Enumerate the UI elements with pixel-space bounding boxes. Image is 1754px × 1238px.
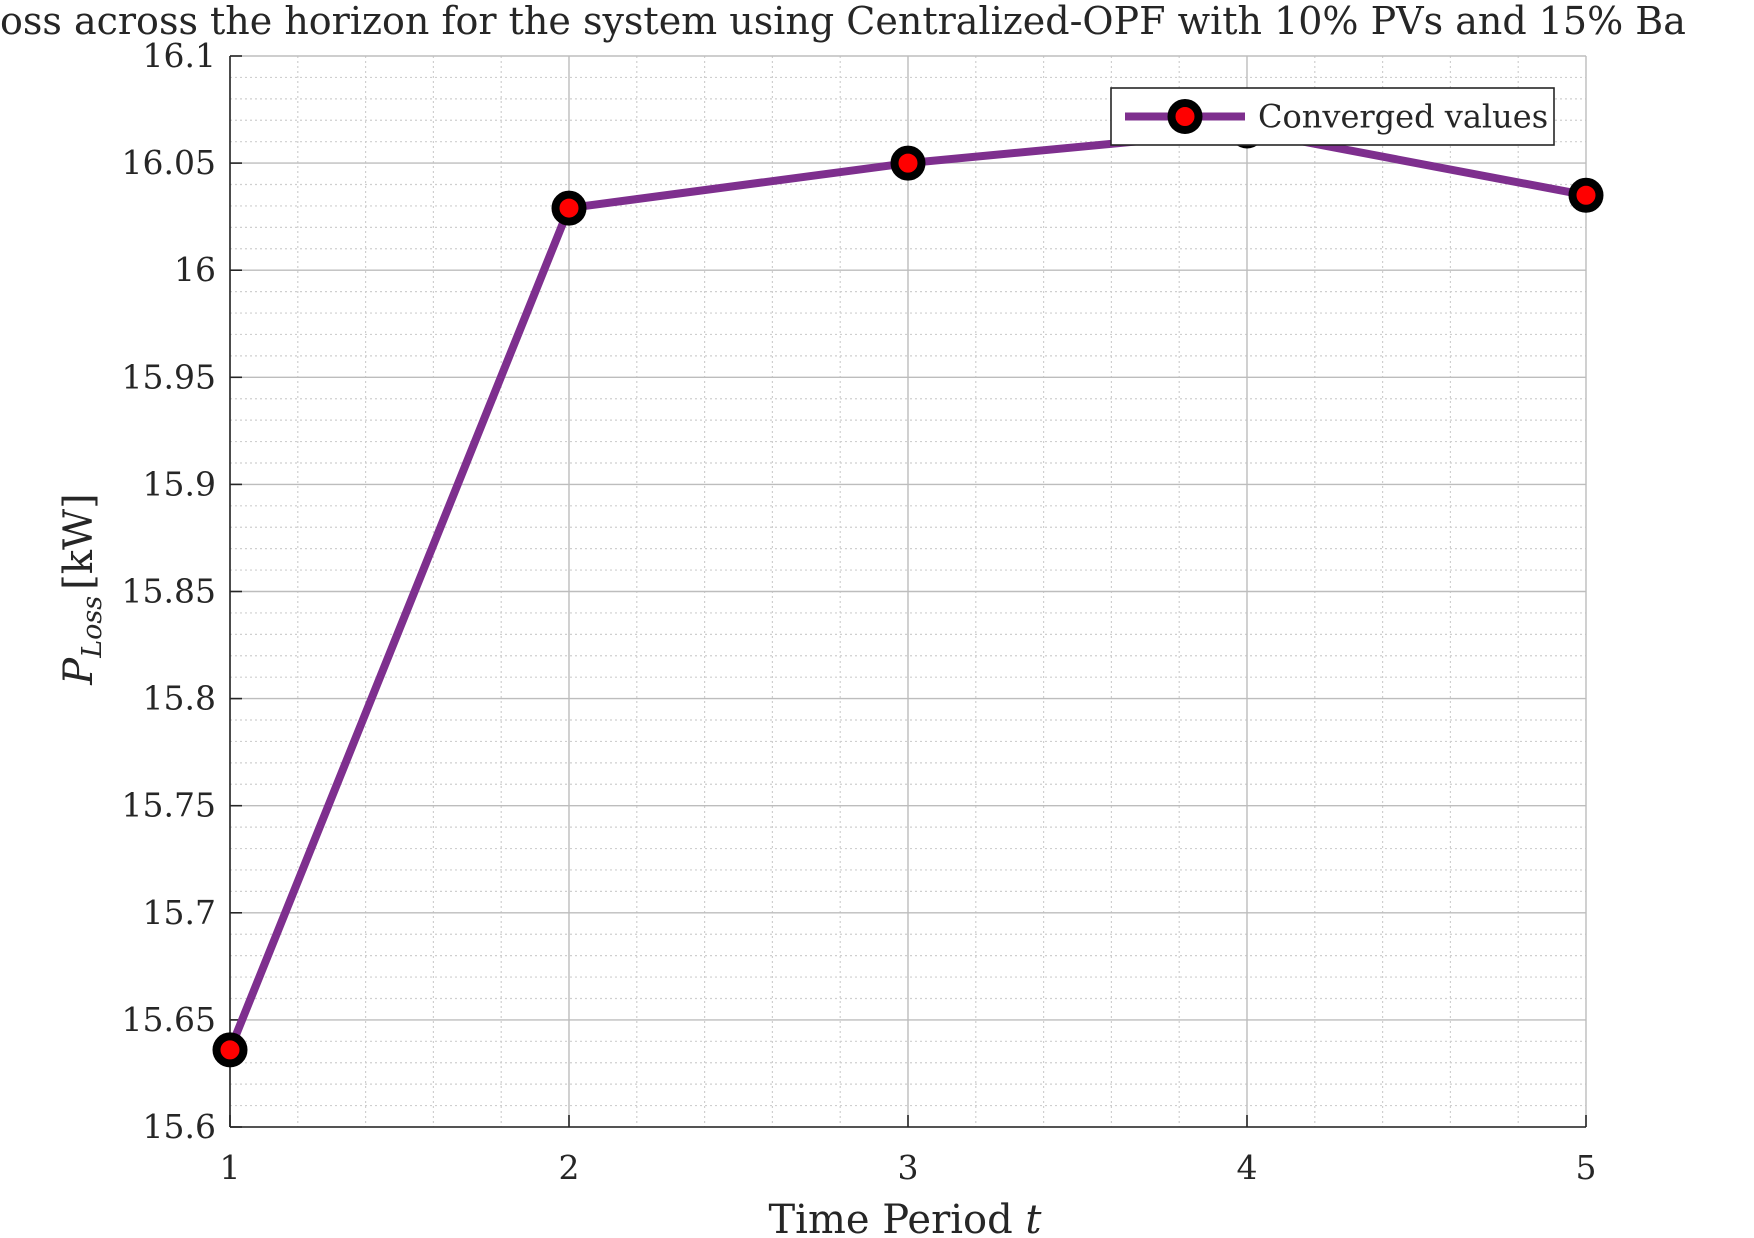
x-tick-label: 5 xyxy=(1576,1148,1597,1187)
series-layer xyxy=(212,113,1604,1068)
y-tick-label: 16.05 xyxy=(122,143,216,182)
x-tick-label: 2 xyxy=(559,1148,580,1187)
y-tick-label: 15.6 xyxy=(143,1107,216,1146)
legend-marker xyxy=(1167,99,1203,134)
y-tick-label: 15.85 xyxy=(122,572,216,611)
x-tick-label: 4 xyxy=(1237,1148,1258,1187)
data-point xyxy=(551,190,587,226)
data-point-marker xyxy=(551,190,587,226)
y-tick-label: 15.65 xyxy=(122,1000,216,1039)
legend: Converged values xyxy=(1110,87,1555,146)
data-point xyxy=(890,145,926,181)
y-tick-label: 15.8 xyxy=(143,679,216,718)
y-tick-label: 16 xyxy=(174,250,216,289)
data-point-marker xyxy=(1568,177,1604,213)
x-tick-labels: 1 2 3 4 5 xyxy=(220,1148,1597,1187)
axes xyxy=(229,55,1587,1128)
y-axis-label-unit: [kW] xyxy=(56,493,102,590)
x-axis-label-variable: t xyxy=(1025,1197,1042,1238)
x-axis-label: Time Period t xyxy=(769,1197,1043,1238)
y-axis-label-sub: Loss xyxy=(77,596,108,659)
chart-title: oss across the horizon for the system us… xyxy=(0,0,1686,43)
data-point-marker xyxy=(212,1032,248,1068)
data-point xyxy=(1568,177,1604,213)
data-point-marker xyxy=(890,145,926,181)
y-axis-label: PLoss [kW] xyxy=(56,493,108,685)
legend-label: Converged values xyxy=(1258,98,1548,136)
y-tick-label: 15.7 xyxy=(143,893,216,932)
x-tick-label: 3 xyxy=(898,1148,919,1187)
data-point xyxy=(212,1032,248,1068)
x-axis-label-text: Time Period xyxy=(769,1197,1026,1238)
y-tick-label: 15.75 xyxy=(122,786,216,825)
y-tick-label: 15.9 xyxy=(143,464,216,503)
y-tick-labels: 15.6 15.65 15.7 15.75 15.8 15.85 15.9 15.95 16 16… xyxy=(122,36,216,1146)
x-tick-label: 1 xyxy=(220,1148,241,1187)
y-tick-label: 15.95 xyxy=(122,357,216,396)
y-tick-label: 16.1 xyxy=(143,36,216,75)
y-axis-label-main: P xyxy=(56,657,102,686)
